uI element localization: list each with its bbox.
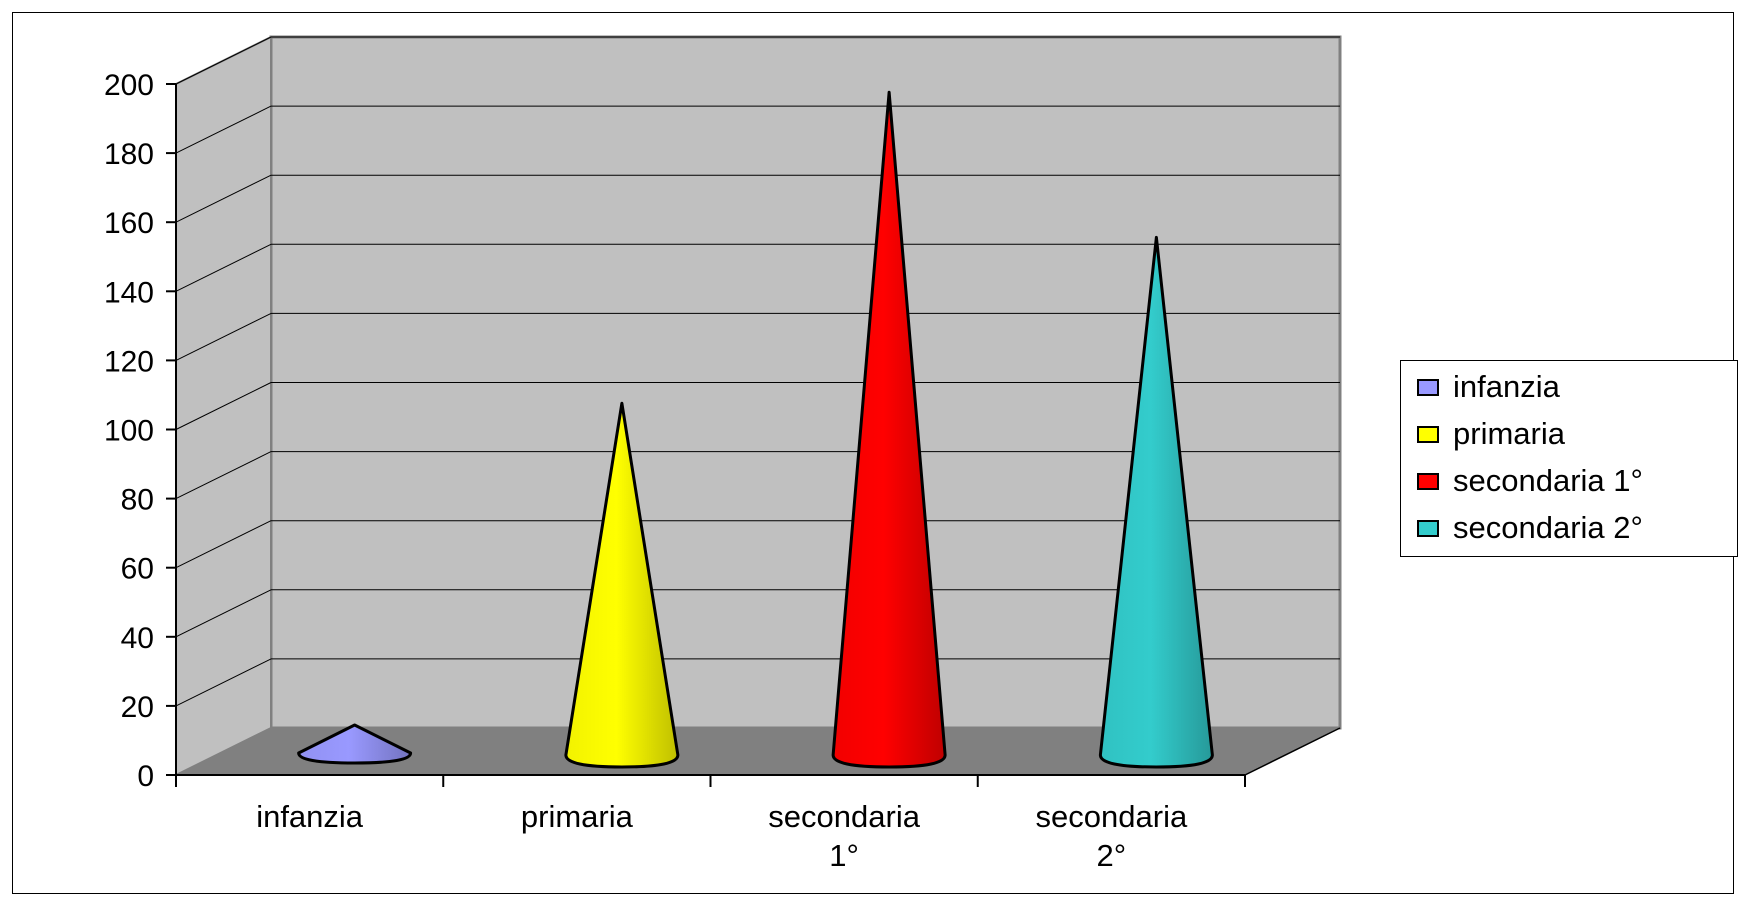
side-gridline [175,451,272,500]
y-tick-label: 200 [104,69,154,102]
floor [176,728,1340,775]
y-tick-label: 140 [104,276,154,309]
cone-1 [297,723,413,765]
side-gridline [175,36,272,85]
legend: infanzia primaria secondaria 1° secondar… [1400,360,1738,557]
side-gridline [175,520,272,569]
legend-swatch-infanzia [1417,378,1439,396]
y-tick-label: 0 [137,760,154,793]
x-tick-label: secondaria [768,799,920,834]
side-gridline [175,589,272,638]
cone-3-body [831,90,947,769]
legend-swatch-secondaria-2 [1417,519,1439,537]
side-gridline [175,105,272,154]
x-tick-label: 1° [829,838,859,873]
y-tick-label: 60 [121,553,154,586]
cone-3 [831,90,947,769]
y-tick-label: 160 [104,207,154,240]
legend-swatch-secondaria-1 [1417,472,1439,490]
x-tick-label: infanzia [256,799,364,834]
cone-1-body [297,723,413,765]
legend-swatch-primaria [1417,425,1439,443]
legend-label-secondaria-2: secondaria 2° [1453,510,1643,545]
legend-item-primaria: primaria [1417,414,1565,454]
cone-4-body [1098,235,1214,769]
y-tick-label: 20 [121,691,154,724]
y-tick-label: 120 [104,345,154,378]
legend-item-secondaria-1: secondaria 1° [1417,461,1643,501]
legend-label-secondaria-1: secondaria 1° [1453,463,1643,498]
y-tick-label: 180 [104,138,154,171]
x-tick-label: primaria [521,799,634,834]
side-gridline [175,243,272,292]
side-gridline [175,174,272,223]
y-tick-label: 100 [104,415,154,448]
side-gridline [175,312,272,361]
legend-item-infanzia: infanzia [1417,367,1560,407]
x-tick-label: 2° [1097,838,1127,873]
cone-4 [1098,235,1214,769]
legend-label-primaria: primaria [1453,416,1565,451]
side-gridline [175,382,272,430]
floor-edge [1244,727,1341,776]
legend-label-infanzia: infanzia [1453,369,1560,404]
cone-2-body [564,401,680,769]
legend-item-secondaria-2: secondaria 2° [1417,508,1643,548]
cone-2 [564,401,680,769]
side-gridline [175,658,272,707]
y-tick-label: 40 [121,622,154,655]
x-tick-label: secondaria [1036,799,1188,834]
y-tick-label: 80 [121,484,154,517]
